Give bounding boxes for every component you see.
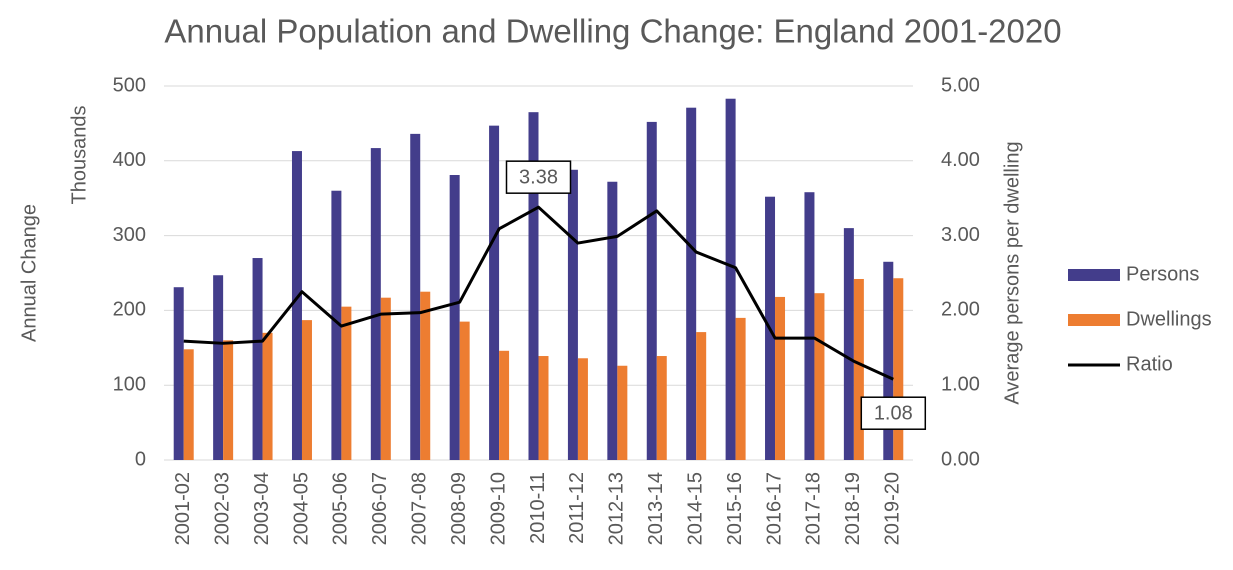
y2-tick-label: 0.00 xyxy=(941,448,980,470)
bar xyxy=(735,317,746,460)
x-tick-label: 2001-02 xyxy=(172,472,194,545)
y-tick-label: 400 xyxy=(113,149,146,171)
bar xyxy=(814,293,825,460)
y-axis-title: Annual Change xyxy=(18,204,40,342)
data-label-box xyxy=(505,160,572,194)
bar xyxy=(853,278,864,460)
data-label: 3.38 xyxy=(519,166,558,188)
bar xyxy=(725,98,736,460)
bar xyxy=(341,306,352,460)
bar xyxy=(646,121,657,461)
y-tick-label: 100 xyxy=(113,373,146,395)
bar xyxy=(538,356,549,460)
bar xyxy=(370,148,381,461)
y-axis-unit: Thousands xyxy=(68,106,90,205)
x-tick-label: 2019-20 xyxy=(882,472,904,545)
bar xyxy=(459,321,470,460)
x-tick-label: 2013-14 xyxy=(645,472,667,545)
x-tick-label: 2015-16 xyxy=(724,472,746,545)
bar xyxy=(893,278,904,460)
bar xyxy=(656,356,667,460)
x-tick-label: 2002-03 xyxy=(211,472,233,545)
data-label: 1.08 xyxy=(874,402,913,424)
x-tick-label: 2009-10 xyxy=(487,472,509,545)
bar xyxy=(301,320,312,460)
y-tick-label: 200 xyxy=(113,299,146,321)
line xyxy=(183,205,894,381)
y-tick-label: 500 xyxy=(113,74,146,96)
x-tick-label: 2003-04 xyxy=(251,472,273,545)
bar xyxy=(804,192,815,460)
x-tick-label: 2016-17 xyxy=(763,472,785,545)
data-label-box xyxy=(860,396,927,430)
bar xyxy=(252,258,263,460)
bar xyxy=(883,261,894,460)
legend-label: Dwellings xyxy=(1126,308,1212,330)
bar xyxy=(489,125,500,461)
bar xyxy=(499,350,510,460)
y-tick-label: 300 xyxy=(113,224,146,246)
y2-tick-label: 1.00 xyxy=(941,373,980,395)
bar xyxy=(183,349,194,460)
x-tick-label: 2005-06 xyxy=(330,472,352,545)
bar xyxy=(331,190,342,460)
bar xyxy=(213,275,224,460)
x-tick-label: 2012-13 xyxy=(606,472,628,545)
x-tick-label: 2004-05 xyxy=(290,472,312,545)
bar xyxy=(262,332,273,460)
bar xyxy=(617,365,628,460)
bar xyxy=(686,107,697,460)
bar xyxy=(380,297,391,460)
legend-swatch xyxy=(1068,314,1120,326)
bar xyxy=(410,133,421,460)
x-tick-label: 2008-09 xyxy=(448,472,470,545)
legend-label: Persons xyxy=(1126,263,1199,285)
bar xyxy=(567,169,578,460)
x-tick-label: 2017-18 xyxy=(803,472,825,545)
x-tick-label: 2014-15 xyxy=(684,472,706,545)
chart-title: Annual Population and Dwelling Change: E… xyxy=(164,13,1061,50)
bar xyxy=(577,358,588,460)
x-tick-label: 2011-12 xyxy=(566,472,588,544)
y-tick-label: 0 xyxy=(135,448,146,470)
bar xyxy=(420,291,431,460)
y2-tick-label: 4.00 xyxy=(941,149,980,171)
bar xyxy=(696,332,707,460)
y2-tick-label: 5.00 xyxy=(941,74,980,96)
x-tick-label: 2018-19 xyxy=(842,472,864,545)
y2-tick-label: 2.00 xyxy=(941,299,980,321)
x-tick-label: 2006-07 xyxy=(369,472,391,545)
legend-swatch xyxy=(1068,269,1120,281)
bar xyxy=(528,112,539,461)
y2-tick-label: 3.00 xyxy=(941,224,980,246)
bar xyxy=(607,181,618,460)
bar xyxy=(775,296,786,460)
bar xyxy=(173,287,184,460)
bar xyxy=(223,340,234,460)
x-tick-label: 2010-11 xyxy=(527,472,549,544)
bar xyxy=(291,151,302,461)
bar xyxy=(843,228,854,460)
x-tick-label: 2007-08 xyxy=(409,472,431,545)
legend-label: Ratio xyxy=(1126,353,1173,375)
y2-axis-title: Average persons per dwelling xyxy=(1001,141,1023,404)
bar xyxy=(449,175,460,460)
